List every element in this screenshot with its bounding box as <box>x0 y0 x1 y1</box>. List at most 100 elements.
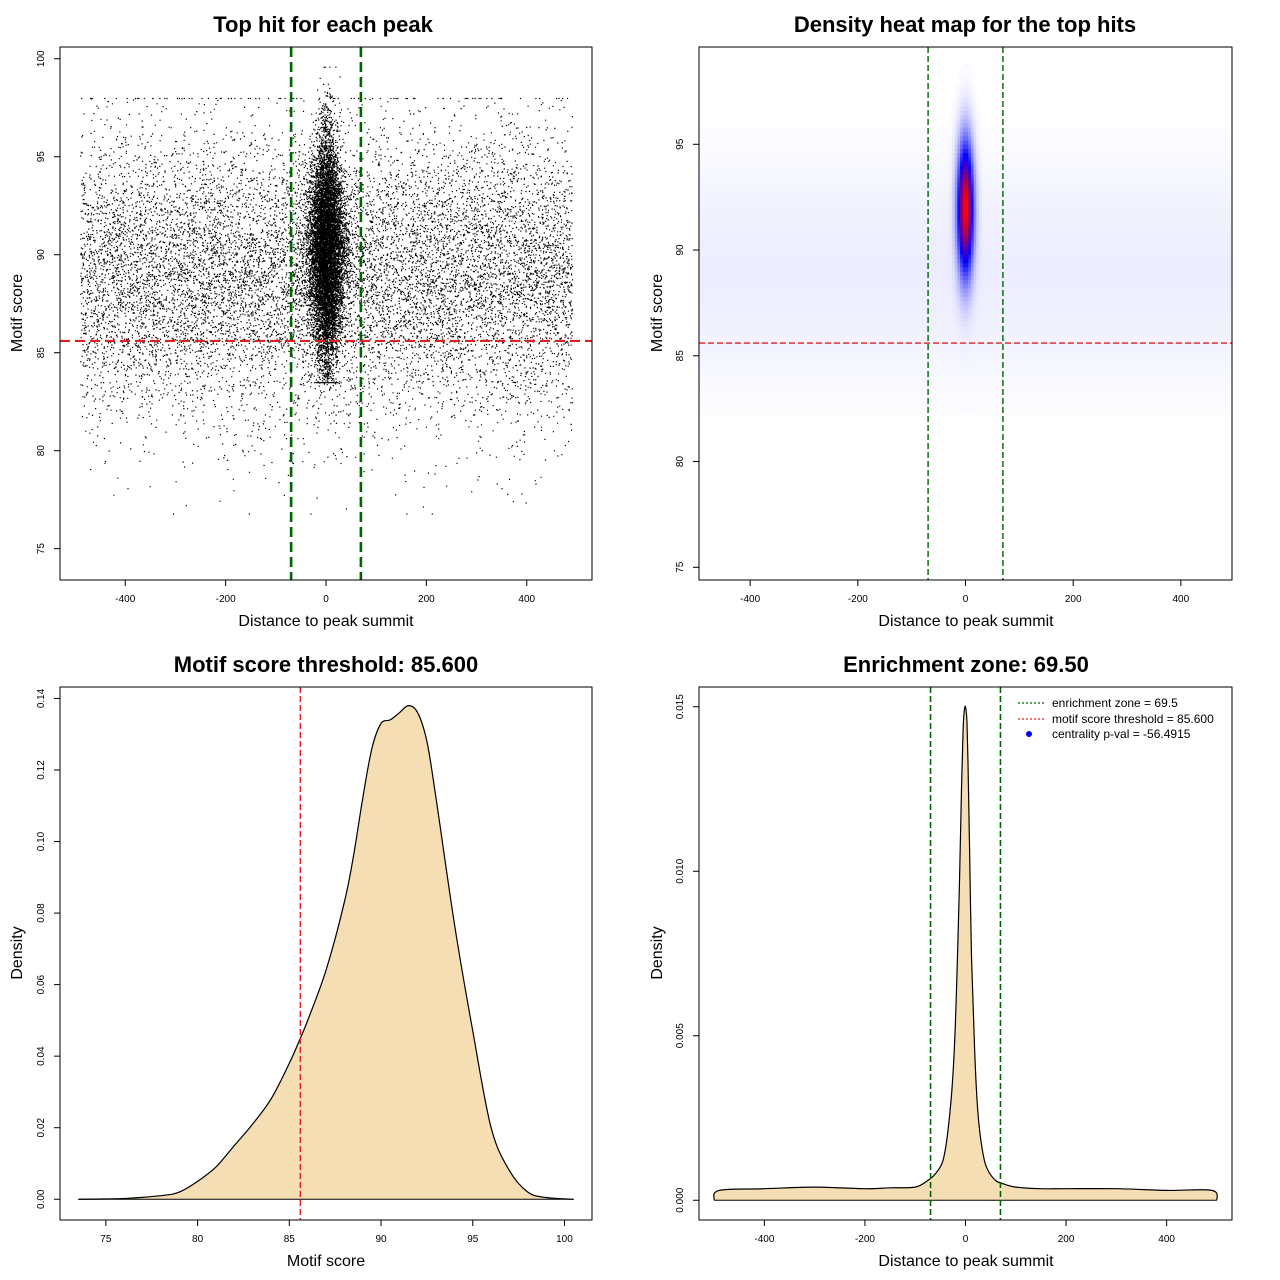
heatmap-cell <box>790 195 794 200</box>
heatmap-cell <box>844 309 848 314</box>
heatmap-cell <box>715 275 719 281</box>
heatmap-cell <box>876 220 880 226</box>
heatmap-cell <box>744 148 748 154</box>
heatmap-cell <box>865 275 869 281</box>
heatmap-cell <box>725 199 729 204</box>
heatmap-cell <box>809 343 813 348</box>
heatmap-cell <box>860 389 864 395</box>
heatmap-cell <box>704 368 708 374</box>
heatmap-cell <box>771 148 775 154</box>
heatmap-cell <box>857 190 861 196</box>
heatmap-cell <box>806 343 810 348</box>
heatmap-cell <box>884 178 888 183</box>
heatmap-cell <box>699 347 703 352</box>
heatmap-cell <box>801 389 805 395</box>
heatmap-cell <box>844 135 848 141</box>
heatmap-cell <box>812 271 816 276</box>
heatmap-cell <box>742 267 746 272</box>
heatmap-cell <box>871 169 875 175</box>
heatmap-cell <box>723 127 727 133</box>
heatmap-cell <box>742 385 746 391</box>
heatmap-cell <box>822 161 826 166</box>
heatmap-cell <box>795 322 799 327</box>
heatmap-cell <box>752 165 756 171</box>
heatmap-cell <box>701 190 705 196</box>
heatmap-cell <box>766 148 770 154</box>
heatmap-cell <box>785 237 789 243</box>
heatmap-cell <box>712 152 716 158</box>
heatmap-cell <box>841 161 845 166</box>
heatmap-cell <box>723 360 727 365</box>
heatmap-cell <box>814 381 818 386</box>
heatmap-cell <box>731 237 735 243</box>
heatmap-cell <box>839 245 843 251</box>
heatmap-cell <box>752 178 756 183</box>
heatmap-cell <box>771 283 775 289</box>
heatmap-cell <box>825 152 829 158</box>
heatmap-cell <box>787 372 791 378</box>
heatmap-cell <box>760 233 764 238</box>
heatmap-cell <box>782 347 786 352</box>
heatmap-cell <box>785 372 789 378</box>
heatmap-cell <box>747 338 751 344</box>
heatmap-cell <box>758 385 762 391</box>
heatmap-cell <box>771 131 775 137</box>
heatmap-cell <box>742 338 746 344</box>
heatmap-cell <box>801 300 805 306</box>
heatmap-cell <box>828 224 832 230</box>
heatmap-cell <box>717 393 721 399</box>
heatmap-cell <box>887 144 891 149</box>
heatmap-cell <box>701 364 705 369</box>
heatmap-cell <box>699 372 703 378</box>
heatmap-cell <box>839 135 843 141</box>
heatmap-cell <box>725 267 729 272</box>
x-axis-label: Distance to peak summit <box>238 613 414 630</box>
heatmap-cell <box>892 317 896 323</box>
heatmap-cell <box>798 330 802 336</box>
heatmap-cell <box>785 275 789 281</box>
heatmap-cell <box>758 275 762 281</box>
heatmap-cell <box>777 300 781 306</box>
heatmap-cell <box>865 300 869 306</box>
heatmap-cell <box>731 300 735 306</box>
heatmap-cell <box>836 347 840 352</box>
heatmap-cell <box>771 250 775 255</box>
heatmap-cell <box>785 377 789 382</box>
heatmap-cell <box>825 140 829 145</box>
heatmap-cell <box>817 334 821 340</box>
heatmap-cell <box>814 309 818 314</box>
heatmap-cell <box>809 300 813 306</box>
heatmap-cell <box>699 254 703 259</box>
heatmap-cell <box>760 135 764 141</box>
heatmap-cell <box>798 393 802 399</box>
heatmap-cell <box>725 131 729 137</box>
heatmap-cell <box>779 267 783 272</box>
heatmap-cell <box>841 338 845 344</box>
heatmap-cell <box>707 140 711 145</box>
heatmap-cell <box>774 135 778 141</box>
heatmap-cell <box>879 233 883 238</box>
heatmap-cell <box>841 279 845 285</box>
heatmap-cell <box>723 216 727 221</box>
heatmap-cell <box>712 368 716 374</box>
heatmap-cell <box>860 330 864 336</box>
heatmap-cell <box>890 212 894 217</box>
heatmap-cell <box>731 169 735 175</box>
heatmap-cell <box>876 262 880 268</box>
heatmap-cell <box>779 300 783 306</box>
heatmap-cell <box>860 254 864 259</box>
heatmap-cell <box>857 178 861 183</box>
heatmap-cell <box>844 343 848 348</box>
heatmap-cell <box>868 250 872 255</box>
heatmap-cell <box>814 364 818 369</box>
heatmap-cell <box>814 182 818 188</box>
heatmap-cell <box>839 207 843 213</box>
heatmap-cell <box>874 157 878 162</box>
heatmap-cell <box>825 393 829 399</box>
heatmap-cell <box>822 279 826 285</box>
heatmap-cell <box>865 288 869 293</box>
heatmap-cell <box>750 140 754 145</box>
heatmap-cell <box>855 144 859 149</box>
heatmap-cell <box>798 381 802 386</box>
heatmap-cell <box>879 313 883 319</box>
